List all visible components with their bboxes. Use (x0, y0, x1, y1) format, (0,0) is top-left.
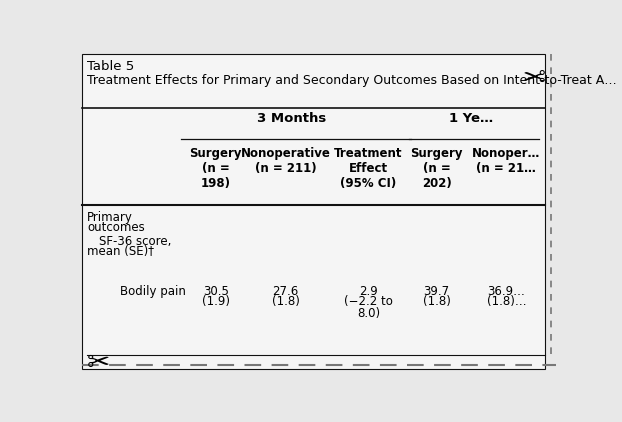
Text: (1.8)…: (1.8)… (486, 295, 526, 308)
Text: Primary: Primary (87, 211, 133, 224)
Text: outcomes: outcomes (87, 221, 145, 234)
Text: (−2.2 to: (−2.2 to (344, 295, 393, 308)
Text: Treatment Effects for Primary and Secondary Outcomes Based on Intent-to-Treat A…: Treatment Effects for Primary and Second… (87, 74, 617, 87)
Text: Table 5: Table 5 (87, 60, 134, 73)
Text: ✂: ✂ (521, 58, 544, 87)
Text: 30.5: 30.5 (203, 285, 229, 298)
Text: 8.0): 8.0) (357, 307, 380, 320)
Text: 3 Months: 3 Months (258, 112, 327, 125)
Text: (1.9): (1.9) (202, 295, 230, 308)
Text: mean (SE)†: mean (SE)† (87, 246, 154, 258)
Text: Nonoper…
(n = 21…: Nonoper… (n = 21… (472, 147, 541, 175)
Text: Treatment
Effect
(95% CI): Treatment Effect (95% CI) (334, 147, 402, 190)
Text: Bodily pain: Bodily pain (121, 285, 186, 298)
Text: ✂: ✂ (87, 349, 110, 377)
Text: (1.8): (1.8) (272, 295, 299, 308)
Text: Surgery
(n =
198): Surgery (n = 198) (190, 147, 242, 190)
Text: (1.8): (1.8) (422, 295, 450, 308)
Text: Surgery
(n =
202): Surgery (n = 202) (411, 147, 463, 190)
Text: 1 Ye…: 1 Ye… (449, 112, 493, 125)
Text: Nonoperative
(n = 211): Nonoperative (n = 211) (241, 147, 330, 175)
FancyBboxPatch shape (81, 54, 545, 369)
Text: 2.9: 2.9 (359, 285, 378, 298)
Text: 39.7: 39.7 (424, 285, 450, 298)
Text: 27.6: 27.6 (272, 285, 299, 298)
Text: 36.9…: 36.9… (488, 285, 525, 298)
Text: SF-36 score,: SF-36 score, (100, 235, 172, 249)
